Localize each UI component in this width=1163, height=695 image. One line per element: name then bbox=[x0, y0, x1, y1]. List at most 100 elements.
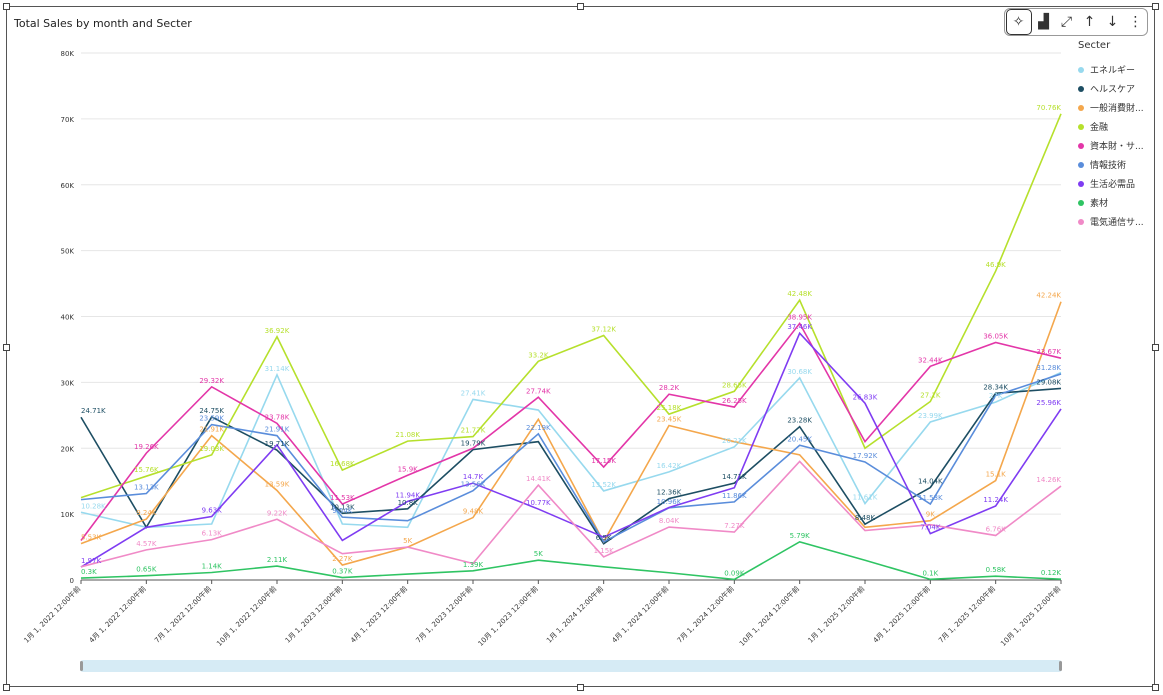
expand-icon[interactable]: ⤢ bbox=[1060, 14, 1073, 30]
legend-item[interactable]: ヘルスケア bbox=[1078, 79, 1158, 98]
y-tick-label: 80K bbox=[61, 50, 75, 58]
data-label: 23.78K bbox=[265, 413, 290, 421]
data-label: 9.54K bbox=[332, 507, 353, 515]
resize-handle-left[interactable] bbox=[3, 344, 10, 351]
data-label: 1.97K bbox=[81, 557, 102, 565]
data-label: 2.27K bbox=[332, 555, 353, 563]
data-label: 4.57K bbox=[136, 540, 157, 548]
data-label: 14.26K bbox=[1036, 476, 1061, 484]
resize-handle-right[interactable] bbox=[1152, 344, 1159, 351]
legend-item-label: ヘルスケア bbox=[1090, 85, 1136, 95]
scrollbar-handle-right[interactable] bbox=[1059, 661, 1062, 671]
data-label: 15.76K bbox=[134, 466, 159, 474]
legend-marker-icon bbox=[1078, 199, 1084, 206]
resize-handle-top-left[interactable] bbox=[3, 3, 10, 10]
y-tick-label: 30K bbox=[61, 379, 75, 387]
data-label: 27K bbox=[989, 392, 1003, 400]
data-label: 19.71K bbox=[265, 440, 290, 448]
y-tick-label: 20K bbox=[61, 445, 75, 453]
data-label: 15.9K bbox=[398, 465, 419, 473]
data-label: 24.75K bbox=[199, 407, 224, 415]
resize-handle-bottom[interactable] bbox=[577, 684, 584, 691]
series-line[interactable] bbox=[80, 371, 1062, 529]
data-label: 6.76K bbox=[986, 525, 1007, 533]
legend-item[interactable]: 一般消費財... bbox=[1078, 98, 1158, 117]
legend-item[interactable]: エネルギー bbox=[1078, 60, 1158, 79]
data-label: 46.9K bbox=[986, 261, 1007, 269]
sort-descending-icon[interactable]: ↓ bbox=[1106, 14, 1119, 30]
data-label: 23.28K bbox=[787, 417, 812, 425]
series-line[interactable] bbox=[80, 321, 1062, 541]
data-label: 2.11K bbox=[267, 556, 288, 564]
series-line[interactable] bbox=[80, 540, 1062, 581]
y-tick-label: 50K bbox=[61, 248, 75, 256]
x-tick-label: 1月 1, 2022 12:00午前 bbox=[22, 584, 83, 645]
legend-item[interactable]: 金融 bbox=[1078, 117, 1158, 136]
legend-item[interactable]: 電気通信サ... bbox=[1078, 212, 1158, 231]
series-line[interactable] bbox=[80, 387, 1062, 545]
legend-marker-icon bbox=[1078, 85, 1084, 92]
data-label: 33.2K bbox=[528, 351, 549, 359]
data-label: 20.45K bbox=[787, 435, 812, 443]
chart-title: Total Sales by month and Secter bbox=[14, 17, 192, 30]
data-label: 13.56K bbox=[461, 481, 486, 489]
data-label: 29.32K bbox=[199, 377, 224, 385]
more-options-icon[interactable]: ⋮ bbox=[1128, 14, 1143, 30]
x-tick-label: 4月 1, 2023 12:00午前 bbox=[348, 584, 409, 645]
series-line[interactable] bbox=[80, 460, 1062, 568]
x-tick-label: 10月 1, 2025 12:00午前 bbox=[999, 584, 1063, 648]
series-line[interactable] bbox=[80, 331, 1062, 568]
data-label: 23.45K bbox=[657, 416, 682, 424]
legend-item-label: 情報技術 bbox=[1090, 161, 1127, 171]
data-label: 13.13K bbox=[134, 484, 159, 492]
resize-handle-top[interactable] bbox=[577, 3, 584, 10]
sparkle-icon[interactable]: ✧ bbox=[1005, 9, 1032, 35]
x-tick-label: 7月 1, 2022 12:00午前 bbox=[152, 584, 213, 645]
chart-type-icon[interactable]: ▟ bbox=[1038, 14, 1049, 30]
legend-item[interactable]: 情報技術 bbox=[1078, 155, 1158, 174]
sort-ascending-icon[interactable]: ↑ bbox=[1083, 14, 1096, 30]
x-tick-label: 10月 1, 2024 12:00午前 bbox=[737, 584, 801, 648]
legend-item[interactable]: 生活必需品 bbox=[1078, 174, 1158, 193]
legend-item-label: 一般消費財... bbox=[1090, 104, 1144, 114]
legend: Secter エネルギー ヘルスケア 一般消費財... 金融 資本財・サ... 情報技術生… bbox=[1078, 40, 1158, 231]
series-line[interactable] bbox=[80, 113, 1062, 499]
data-label: 33.67K bbox=[1036, 348, 1061, 356]
data-label: 0.65K bbox=[136, 566, 157, 574]
legend-item-label: 電気通信サ... bbox=[1090, 218, 1144, 228]
data-label: 11.86K bbox=[722, 492, 747, 500]
legend-marker-icon bbox=[1078, 161, 1084, 168]
resize-handle-bottom-left[interactable] bbox=[3, 684, 10, 691]
resize-handle-top-right[interactable] bbox=[1152, 3, 1159, 10]
x-tick-label: 4月 1, 2022 12:00午前 bbox=[87, 584, 148, 645]
data-label: 21.77K bbox=[461, 427, 486, 435]
data-label: 14.7K bbox=[463, 473, 484, 481]
data-label: 13.52K bbox=[591, 481, 616, 489]
data-label: 13.59K bbox=[265, 480, 290, 488]
legend-marker-icon bbox=[1078, 180, 1084, 187]
data-label: 0.58K bbox=[986, 566, 1007, 574]
resize-handle-bottom-right[interactable] bbox=[1152, 684, 1159, 691]
data-label: 0.12K bbox=[1041, 569, 1062, 577]
scrollbar-handle-left[interactable] bbox=[80, 661, 83, 671]
legend-marker-icon bbox=[1078, 218, 1084, 225]
data-label: 0.09K bbox=[724, 569, 745, 577]
data-label: 1.39K bbox=[463, 561, 484, 569]
data-label: 10.77K bbox=[526, 499, 551, 507]
horizontal-scrollbar[interactable] bbox=[80, 660, 1062, 672]
data-label: 20.21K bbox=[722, 437, 747, 445]
legend-marker-icon bbox=[1078, 66, 1084, 73]
data-label: 22.19K bbox=[526, 424, 551, 432]
series-line[interactable] bbox=[80, 373, 1062, 543]
legend-item[interactable]: 資本財・サ... bbox=[1078, 136, 1158, 155]
data-label: 37.46K bbox=[787, 323, 812, 331]
legend-marker-icon bbox=[1078, 104, 1084, 111]
data-label: 10.28K bbox=[81, 502, 106, 510]
data-label: 8.04K bbox=[659, 517, 680, 525]
data-label: 0.3K bbox=[81, 568, 97, 576]
data-label: 16.68K bbox=[330, 460, 355, 468]
legend-item[interactable]: 素材 bbox=[1078, 193, 1158, 212]
data-label: 11.61K bbox=[853, 494, 878, 502]
series-line[interactable] bbox=[80, 301, 1062, 566]
